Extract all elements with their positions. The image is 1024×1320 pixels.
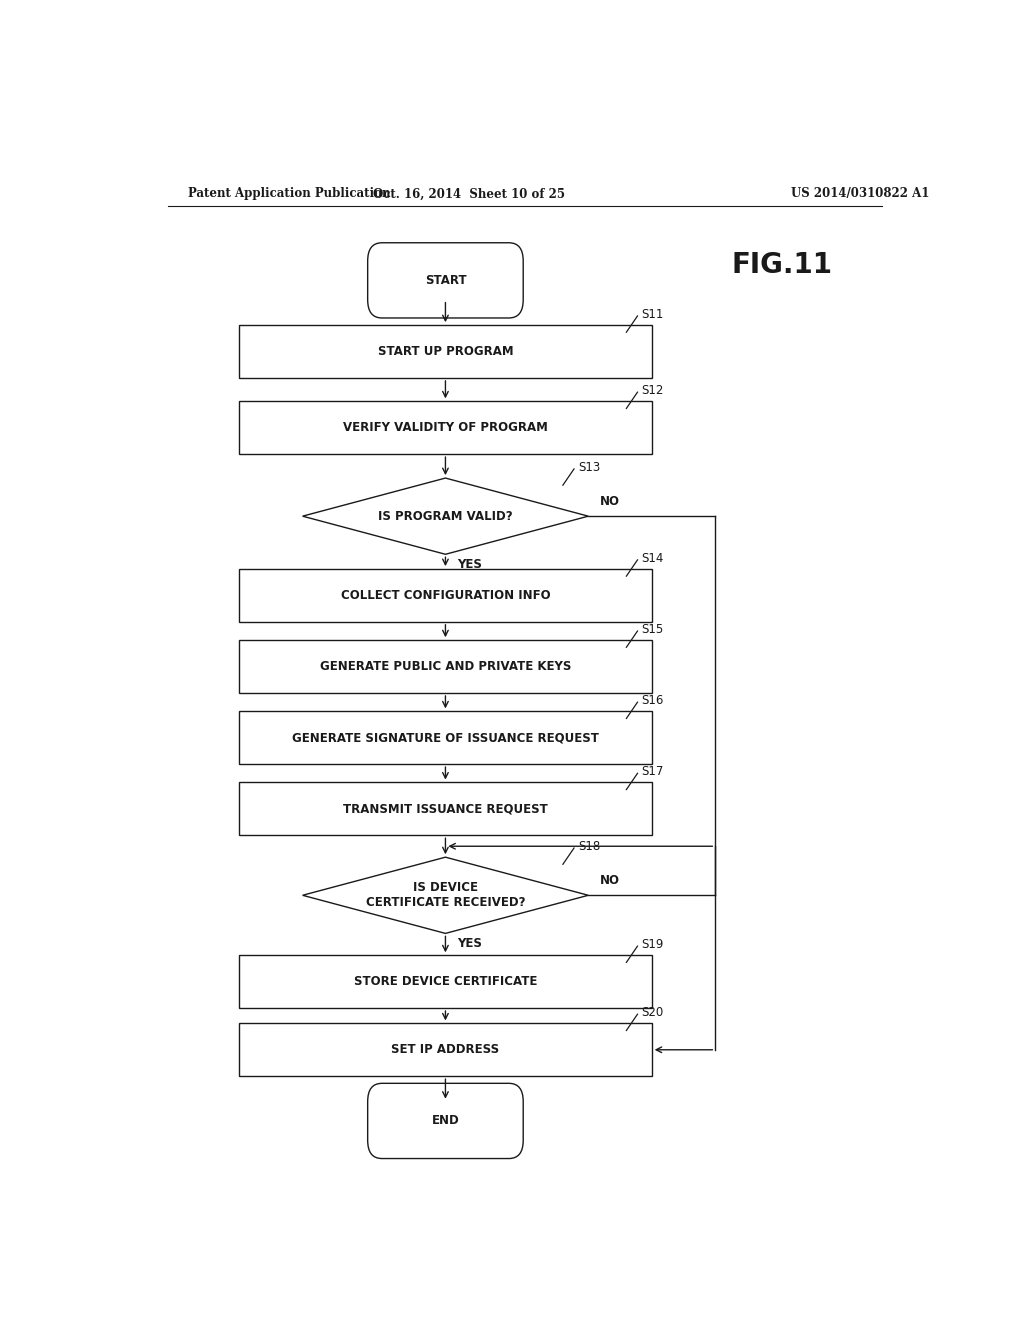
Text: S16: S16 (641, 694, 664, 708)
FancyBboxPatch shape (240, 1023, 652, 1076)
FancyBboxPatch shape (368, 243, 523, 318)
Text: SET IP ADDRESS: SET IP ADDRESS (391, 1043, 500, 1056)
FancyBboxPatch shape (240, 640, 652, 693)
Polygon shape (303, 478, 588, 554)
Text: VERIFY VALIDITY OF PROGRAM: VERIFY VALIDITY OF PROGRAM (343, 421, 548, 434)
Text: GENERATE PUBLIC AND PRIVATE KEYS: GENERATE PUBLIC AND PRIVATE KEYS (319, 660, 571, 673)
Text: COLLECT CONFIGURATION INFO: COLLECT CONFIGURATION INFO (341, 589, 550, 602)
Text: Patent Application Publication: Patent Application Publication (187, 187, 390, 201)
Text: Oct. 16, 2014  Sheet 10 of 25: Oct. 16, 2014 Sheet 10 of 25 (373, 187, 565, 201)
Text: IS DEVICE
CERTIFICATE RECEIVED?: IS DEVICE CERTIFICATE RECEIVED? (366, 882, 525, 909)
Text: S11: S11 (641, 308, 664, 321)
Text: IS PROGRAM VALID?: IS PROGRAM VALID? (378, 510, 513, 523)
Text: S12: S12 (641, 384, 664, 397)
Text: S20: S20 (641, 1006, 664, 1019)
FancyBboxPatch shape (240, 325, 652, 378)
Text: S13: S13 (578, 461, 600, 474)
Text: US 2014/0310822 A1: US 2014/0310822 A1 (791, 187, 929, 201)
Text: YES: YES (458, 937, 482, 950)
FancyBboxPatch shape (240, 401, 652, 454)
FancyBboxPatch shape (240, 956, 652, 1008)
Text: S17: S17 (641, 766, 664, 779)
Text: END: END (431, 1114, 460, 1127)
Text: S18: S18 (578, 840, 600, 853)
Text: GENERATE SIGNATURE OF ISSUANCE REQUEST: GENERATE SIGNATURE OF ISSUANCE REQUEST (292, 731, 599, 744)
FancyBboxPatch shape (240, 783, 652, 836)
Text: YES: YES (458, 558, 482, 572)
Text: NO: NO (600, 874, 621, 887)
Text: START UP PROGRAM: START UP PROGRAM (378, 345, 513, 358)
Text: START: START (425, 273, 466, 286)
Text: S19: S19 (641, 939, 664, 952)
Text: S14: S14 (641, 552, 664, 565)
Text: STORE DEVICE CERTIFICATE: STORE DEVICE CERTIFICATE (353, 975, 538, 989)
Text: TRANSMIT ISSUANCE REQUEST: TRANSMIT ISSUANCE REQUEST (343, 803, 548, 816)
Text: NO: NO (600, 495, 621, 508)
FancyBboxPatch shape (240, 711, 652, 764)
FancyBboxPatch shape (368, 1084, 523, 1159)
Polygon shape (303, 857, 588, 933)
Text: FIG.11: FIG.11 (731, 251, 833, 279)
FancyBboxPatch shape (240, 569, 652, 622)
Text: S15: S15 (641, 623, 664, 636)
